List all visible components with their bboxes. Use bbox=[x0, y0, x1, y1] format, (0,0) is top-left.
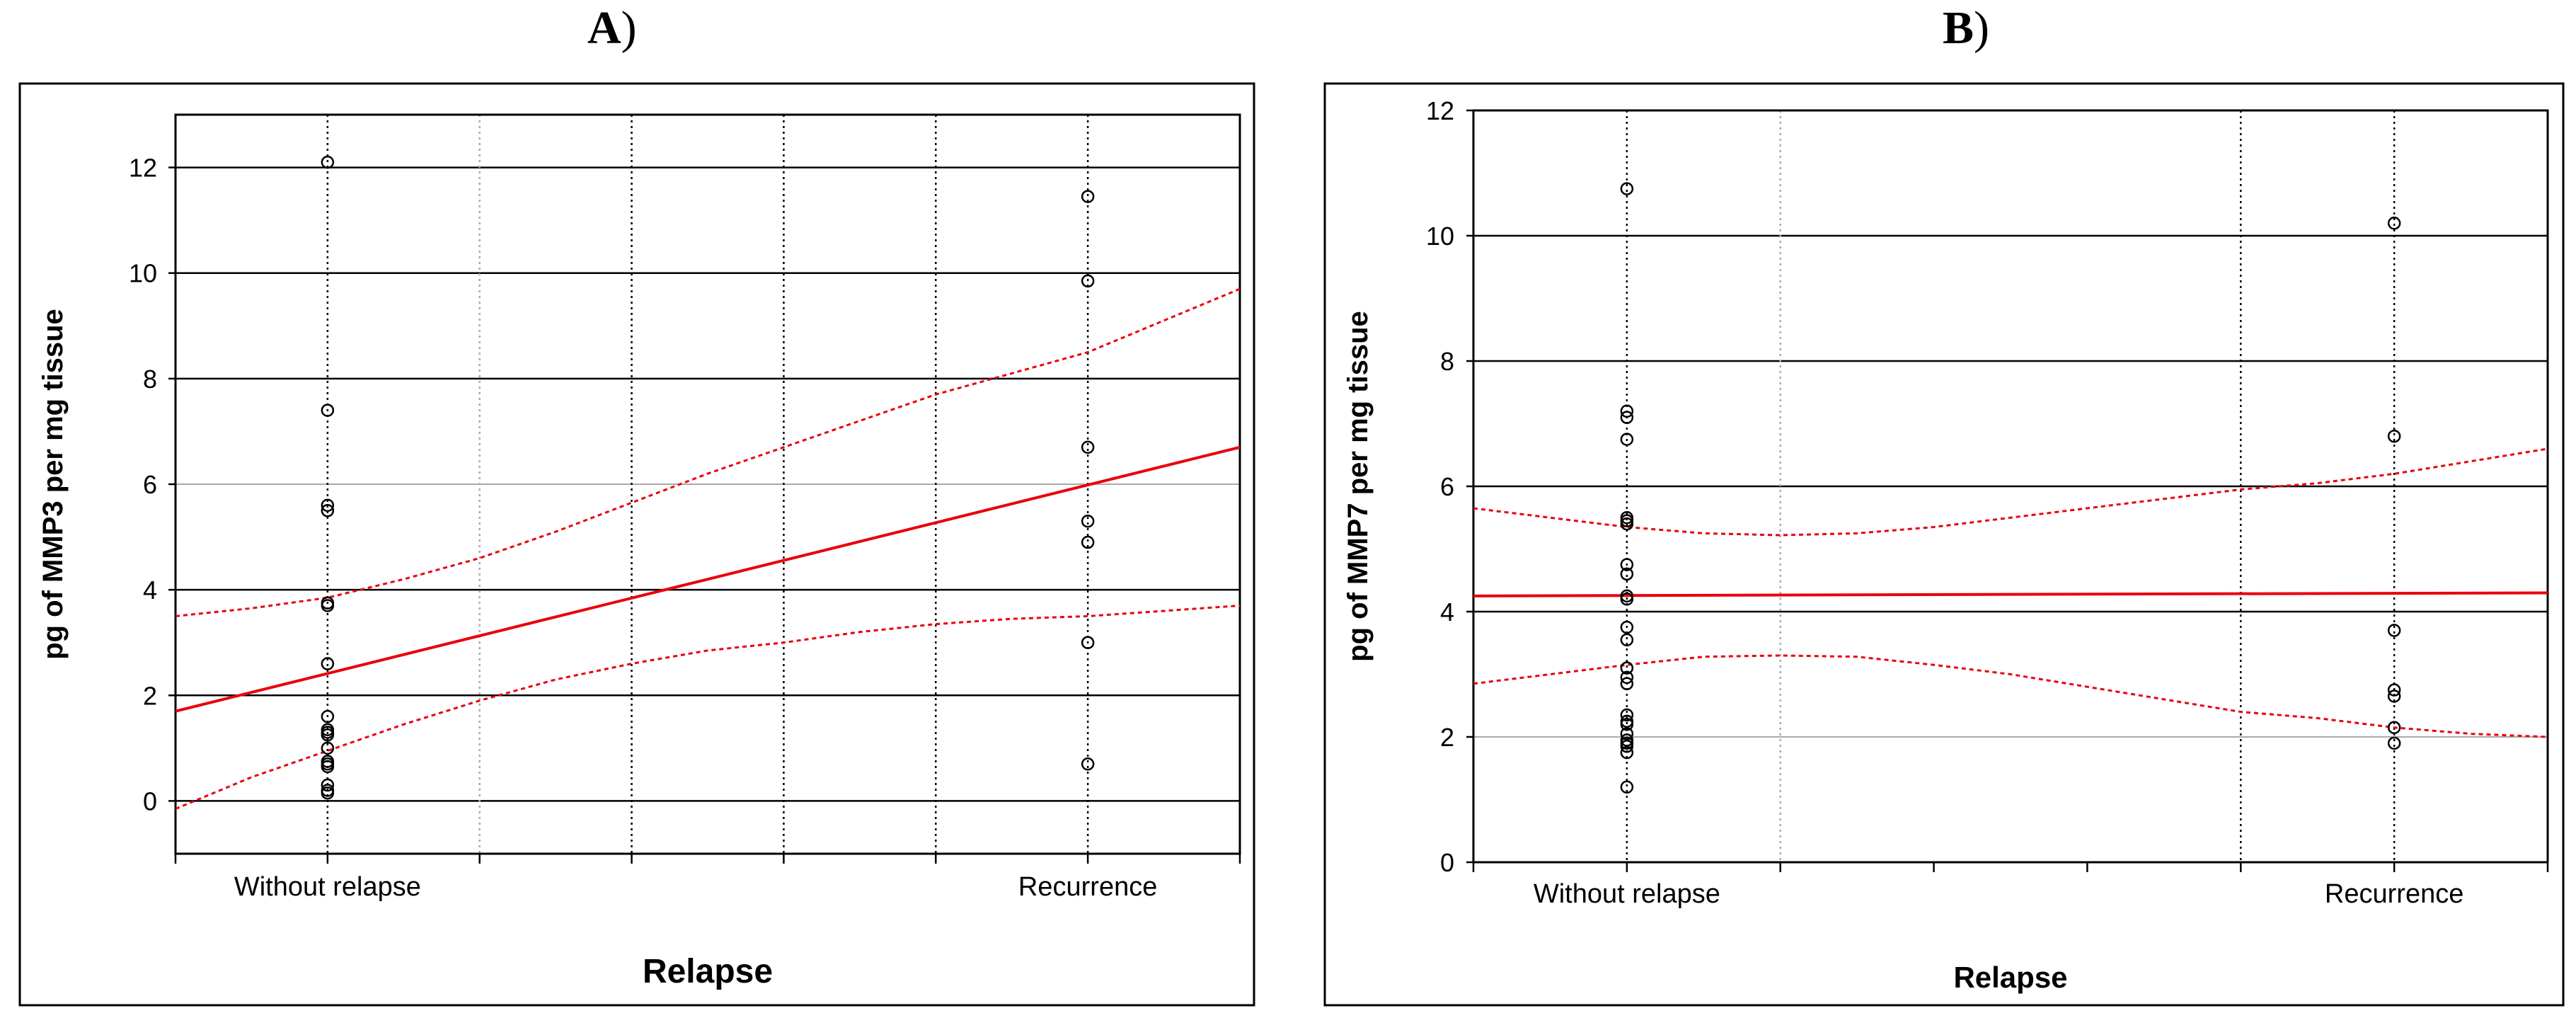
x-category-label: Without relapse bbox=[1534, 879, 1720, 909]
data-point bbox=[1620, 558, 1634, 571]
regression-line bbox=[176, 445, 1240, 713]
data-point bbox=[1081, 440, 1095, 454]
y-tick-label: 8 bbox=[1440, 347, 1454, 376]
panel-frame bbox=[1323, 82, 2565, 1007]
chart-panel-b: 0 2 4 6 8 10 12 Without relapse Recurrence Relaps… bbox=[1323, 82, 2565, 1007]
y-tick-label: 4 bbox=[1440, 597, 1454, 626]
data-point bbox=[2387, 736, 2401, 750]
data-point bbox=[2387, 721, 2401, 734]
data-point bbox=[2387, 217, 2401, 230]
confidence-band-lower bbox=[1473, 654, 2548, 738]
confidence-band-upper bbox=[176, 287, 1240, 617]
data-point bbox=[1620, 780, 1634, 794]
data-point bbox=[1081, 190, 1095, 203]
panel-frame bbox=[18, 82, 1255, 1007]
data-point bbox=[321, 155, 335, 169]
data-point bbox=[1620, 620, 1634, 634]
data-point bbox=[1620, 708, 1634, 722]
y-axis-label: pg of MMP7 per mg tissue bbox=[1342, 311, 1374, 662]
x-category-label: Without relapse bbox=[234, 872, 421, 902]
y-tick-label: 2 bbox=[143, 681, 157, 710]
panel-label-b: B) bbox=[1943, 2, 1990, 54]
data-point bbox=[1081, 757, 1095, 771]
data-point bbox=[321, 498, 335, 513]
data-point bbox=[1620, 433, 1634, 446]
x-category-label: Recurrence bbox=[1018, 872, 1157, 902]
y-tick-label: 12 bbox=[129, 154, 157, 183]
y-tick-label: 2 bbox=[1440, 723, 1454, 752]
regression-line bbox=[1473, 591, 2548, 597]
y-tick-label: 0 bbox=[1440, 848, 1454, 877]
confidence-band-lower bbox=[176, 605, 1240, 810]
data-point bbox=[321, 760, 335, 774]
data-point bbox=[1620, 182, 1634, 195]
data-point bbox=[1620, 727, 1634, 740]
data-point bbox=[321, 657, 335, 670]
data-point bbox=[1620, 411, 1634, 424]
data-point bbox=[1620, 517, 1634, 531]
data-point bbox=[1620, 661, 1634, 675]
y-tick-label: 6 bbox=[1440, 472, 1454, 501]
data-point bbox=[1620, 593, 1634, 606]
x-category-label: Recurrence bbox=[2325, 879, 2463, 909]
data-point bbox=[321, 728, 335, 742]
data-point bbox=[321, 504, 335, 517]
data-point bbox=[1620, 745, 1634, 760]
data-point bbox=[1081, 636, 1095, 649]
data-point bbox=[2387, 683, 2401, 697]
data-point bbox=[1620, 633, 1634, 647]
data-point bbox=[1081, 274, 1095, 288]
y-tick-label: 4 bbox=[143, 576, 157, 605]
data-point bbox=[321, 786, 335, 800]
data-point bbox=[1620, 677, 1634, 691]
y-tick-label: 0 bbox=[143, 786, 157, 816]
data-point bbox=[2387, 689, 2401, 703]
data-point bbox=[2387, 624, 2401, 637]
y-tick-label: 6 bbox=[143, 470, 157, 499]
panel-label-a: A) bbox=[587, 2, 637, 54]
y-tick-label: 10 bbox=[1426, 222, 1454, 251]
data-point bbox=[321, 778, 335, 792]
data-point bbox=[1620, 670, 1634, 685]
y-tick-label: 8 bbox=[143, 365, 157, 394]
data-point bbox=[321, 741, 335, 755]
data-point bbox=[1620, 567, 1634, 581]
confidence-band-upper bbox=[1473, 447, 2548, 537]
x-axis-label: Relapse bbox=[1953, 961, 2067, 994]
y-axis-label: pg of MMP3 per mg tissue bbox=[38, 309, 69, 660]
y-tick-label: 10 bbox=[129, 259, 157, 288]
data-point bbox=[1620, 718, 1634, 731]
data-point bbox=[1620, 404, 1634, 418]
data-point bbox=[321, 709, 335, 723]
data-point bbox=[321, 404, 335, 417]
x-axis-label: Relapse bbox=[643, 953, 773, 990]
data-point bbox=[1081, 514, 1095, 528]
chart-panel-a: 0 2 4 6 8 10 12 Without relapse Recurrence Relaps… bbox=[18, 82, 1255, 1007]
data-point bbox=[321, 599, 335, 612]
data-point bbox=[2387, 429, 2401, 443]
data-point bbox=[1620, 740, 1634, 753]
y-tick-label: 12 bbox=[1426, 96, 1454, 125]
data-point bbox=[1081, 535, 1095, 549]
